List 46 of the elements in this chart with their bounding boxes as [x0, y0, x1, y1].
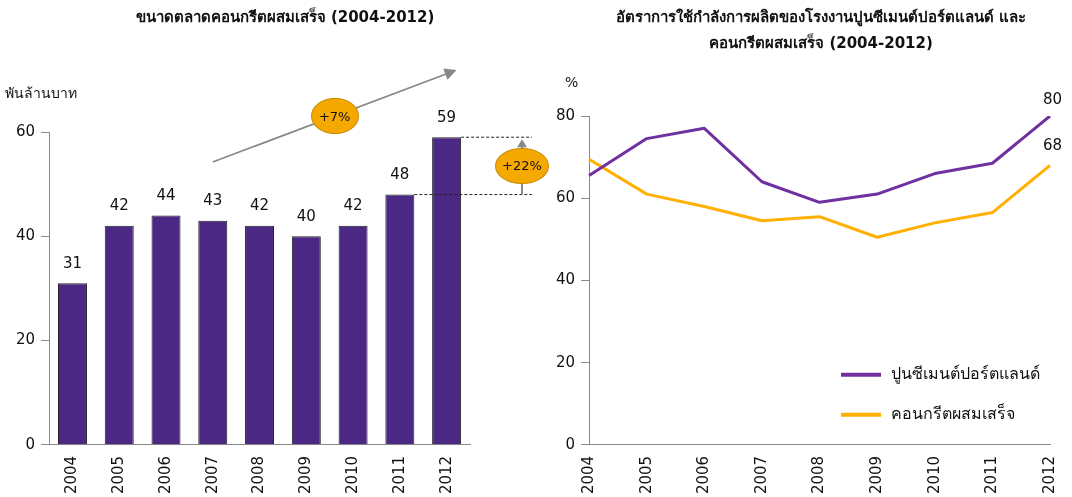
text: +22% [495, 147, 549, 184]
x-tick-label: 2006 [155, 455, 174, 495]
data-label: 31 [62, 253, 83, 272]
data-label: 68 [1042, 135, 1062, 154]
x-tick-label: 2011 [389, 455, 408, 495]
x-tick-label: 2007 [751, 455, 770, 495]
chart-title: อัตราการใช้กำลังการผลิตของโรงงานปูนซีเมนต์ปอร์ตแลนด์ และคอนกรีตผสมเสร็จ (2004-2012) [614, 7, 1028, 54]
data-label: 48 [390, 164, 410, 183]
y-tick-label: 40 [555, 270, 576, 289]
data-label: 59 [437, 107, 457, 126]
x-tick-label: 2012 [436, 455, 455, 495]
x-tick-label: 2011 [982, 455, 1001, 495]
x-tick-label: 2010 [342, 455, 361, 495]
data-label: 42 [343, 196, 363, 215]
legend-label: ปูนซีเมนต์ปอร์ตแลนด์ [891, 363, 1040, 384]
chart-title: ขนาดตลาดคอนกรีตผสมเสร็จ (2004-2012) [134, 6, 436, 28]
y-tick-label: 60 [15, 121, 36, 140]
data-label: 44 [156, 185, 176, 204]
data-label: 40 [296, 206, 316, 225]
x-tick-label: 2007 [202, 455, 221, 495]
data-label: 42 [109, 196, 129, 215]
y-tick-label: 20 [15, 330, 36, 349]
x-tick-label: 2009 [296, 455, 315, 495]
y-tick-label: 0 [25, 434, 36, 453]
legend-label: คอนกรีตผสมเสร็จ [891, 402, 1015, 423]
data-label: 43 [203, 191, 223, 210]
x-tick-label: 2005 [636, 455, 655, 495]
y-tick-label: 20 [555, 352, 576, 371]
y-tick-label: 40 [15, 226, 36, 245]
y-tick-label: 80 [555, 105, 576, 124]
text: +7% [310, 98, 359, 134]
x-tick-label: 2008 [249, 455, 268, 495]
x-tick-label: 2010 [924, 455, 943, 495]
x-tick-label: 2012 [1039, 455, 1058, 495]
x-tick-label: 2005 [109, 455, 128, 495]
y-tick-label: 0 [565, 434, 576, 453]
y-axis-title: พันล้านบาท [5, 84, 78, 103]
x-tick-label: 2009 [867, 455, 886, 495]
y-tick-label: 60 [555, 188, 576, 207]
data-label: 42 [250, 196, 270, 215]
data-label: 80 [1042, 90, 1062, 109]
x-tick-label: 2008 [809, 455, 828, 495]
x-tick-label: 2004 [62, 455, 81, 495]
x-tick-label: 2004 [578, 455, 597, 495]
x-tick-label: 2006 [694, 455, 713, 495]
y-axis-title: % [565, 74, 579, 90]
